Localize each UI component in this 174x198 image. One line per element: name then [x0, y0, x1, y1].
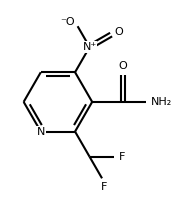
Text: N⁺: N⁺ — [82, 42, 97, 52]
Text: NH₂: NH₂ — [151, 97, 172, 107]
Text: O: O — [119, 61, 127, 71]
Text: F: F — [119, 152, 125, 162]
Text: F: F — [101, 182, 107, 192]
Text: O: O — [115, 28, 124, 37]
Text: N: N — [37, 127, 45, 137]
Text: ⁻O: ⁻O — [60, 17, 75, 27]
